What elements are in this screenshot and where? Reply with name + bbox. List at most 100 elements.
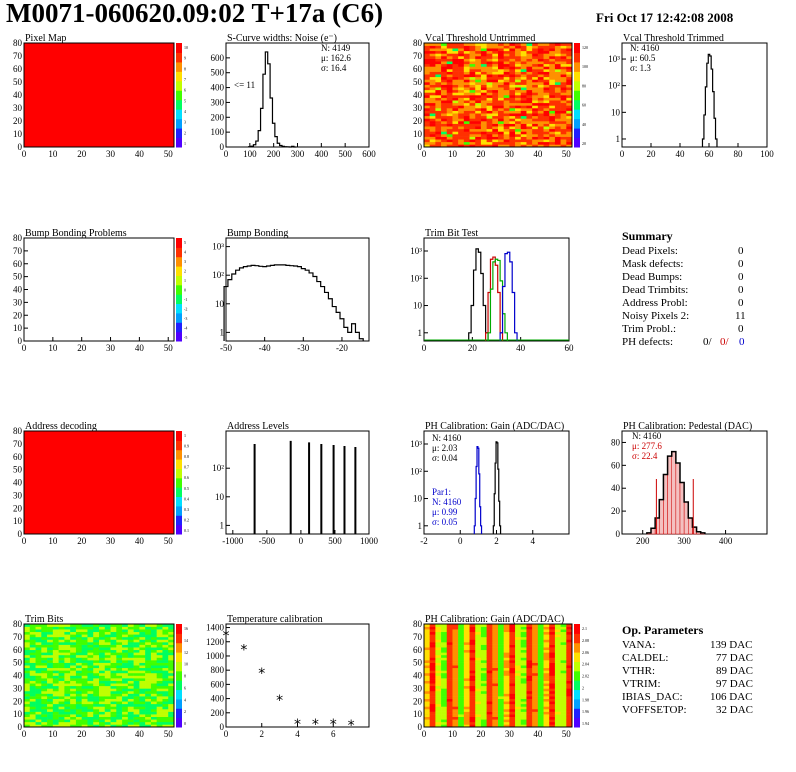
- heatmap-cell: [537, 662, 544, 666]
- heatmap-cell: [480, 45, 487, 49]
- heatmap-cell: [75, 660, 82, 663]
- heatmap-cell: [87, 631, 94, 635]
- heatmap-cell: [566, 654, 573, 658]
- heatmap-cell: [475, 105, 482, 109]
- heatmap-cell: [554, 670, 561, 674]
- heatmap-cell: [498, 675, 504, 679]
- x-tick-label: 500: [328, 536, 342, 546]
- heatmap-cell: [446, 97, 453, 101]
- heatmap-cell: [532, 71, 539, 75]
- heatmap-cell: [526, 45, 533, 49]
- heatmap-cell: [486, 672, 493, 676]
- heatmap-cell: [145, 711, 152, 715]
- heatmap-cell: [162, 639, 169, 643]
- heatmap-cell: [469, 113, 476, 117]
- colorbar-segment: [176, 61, 182, 72]
- heatmap-cell: [429, 61, 436, 65]
- heatmap-cell: [480, 690, 487, 694]
- colorbar-label: 2: [184, 130, 186, 135]
- heatmap-cell: [475, 136, 482, 140]
- heatmap-cell: [458, 698, 465, 702]
- heatmap-cell: [139, 642, 146, 645]
- x-tick-label: 40: [135, 536, 145, 546]
- heatmap-cell: [526, 649, 533, 653]
- heatmap-cell: [515, 657, 522, 661]
- heatmap-cell: [526, 69, 533, 72]
- heatmap-cell: [515, 61, 522, 65]
- heatmap-cell: [463, 629, 470, 633]
- heatmap-cell: [554, 50, 561, 54]
- heatmap-cell: [452, 95, 459, 98]
- heatmap-cell: [424, 642, 430, 645]
- heatmap-cell: [429, 642, 436, 645]
- heatmap-cell: [486, 716, 493, 720]
- heatmap-cell: [435, 714, 442, 717]
- heatmap-cell: [24, 634, 31, 638]
- heatmap-cell: [446, 672, 453, 676]
- heatmap-cell: [566, 141, 573, 145]
- heatmap-cell: [47, 696, 54, 699]
- address-decoding-fill: [24, 431, 174, 534]
- summary-value: 11: [735, 310, 746, 322]
- heatmap-cell: [532, 74, 539, 78]
- heatmap-cell: [480, 703, 487, 707]
- summary-value: 0/: [703, 336, 712, 348]
- x-tick-label: 400: [719, 536, 733, 546]
- heatmap-cell: [526, 92, 533, 96]
- heatmap-cell: [554, 71, 561, 75]
- x-tick-label: 10: [448, 149, 458, 159]
- colorbar-segment: [574, 137, 580, 148]
- y-tick-label: 10²: [212, 270, 224, 280]
- heatmap-cell: [543, 123, 550, 127]
- heatmap-cell: [509, 634, 516, 638]
- heatmap-cell: [537, 719, 544, 723]
- heatmap-cell: [139, 667, 146, 671]
- heatmap-cell: [486, 708, 493, 712]
- y-tick-label: 60: [13, 645, 23, 655]
- heatmap-cell: [122, 724, 129, 728]
- heatmap-cell: [549, 43, 556, 46]
- heatmap-cell: [47, 631, 54, 635]
- y-tick-label: 60: [611, 460, 621, 470]
- heatmap-cell: [435, 647, 442, 651]
- heatmap-cell: [554, 693, 561, 697]
- heatmap-cell: [520, 108, 527, 111]
- heatmap-cell: [435, 624, 442, 627]
- heatmap-cell: [543, 84, 550, 88]
- heatmap-cell: [543, 706, 550, 710]
- colorbar-label: 80: [582, 83, 586, 88]
- heatmap-cell: [463, 626, 470, 630]
- x-tick-label: 0: [22, 536, 27, 546]
- heatmap-cell: [475, 92, 482, 96]
- heatmap-cell: [122, 672, 129, 676]
- heatmap-cell: [463, 131, 470, 135]
- heatmap-cell: [424, 639, 430, 643]
- heatmap-cell: [520, 644, 527, 648]
- heatmap-cell: [475, 69, 482, 72]
- heatmap-cell: [486, 66, 493, 70]
- heatmap-cell: [429, 701, 436, 705]
- heatmap-cell: [122, 657, 129, 661]
- heatmap-cell: [429, 48, 436, 52]
- heatmap-cell: [498, 56, 504, 59]
- heatmap-cell: [458, 87, 465, 91]
- heatmap-cell: [469, 84, 476, 88]
- heatmap-cell: [492, 50, 499, 54]
- heatmap-cell: [424, 703, 430, 707]
- colorbar-segment: [176, 43, 182, 53]
- heatmap-cell: [520, 45, 527, 49]
- heatmap-cell: [486, 69, 493, 72]
- heatmap-cell: [424, 716, 430, 720]
- heatmap-cell: [549, 58, 556, 62]
- heatmap-cell: [452, 719, 459, 723]
- heatmap-cell: [122, 680, 129, 684]
- heatmap-cell: [549, 670, 556, 674]
- heatmap-cell: [520, 48, 527, 52]
- heatmap-cell: [47, 693, 54, 697]
- heatmap-cell: [554, 123, 561, 127]
- heatmap-cell: [104, 626, 111, 630]
- colorbar-label: -1: [184, 297, 187, 302]
- heatmap-cell: [520, 128, 527, 132]
- heatmap-cell: [526, 714, 533, 717]
- heatmap-cell: [52, 667, 59, 671]
